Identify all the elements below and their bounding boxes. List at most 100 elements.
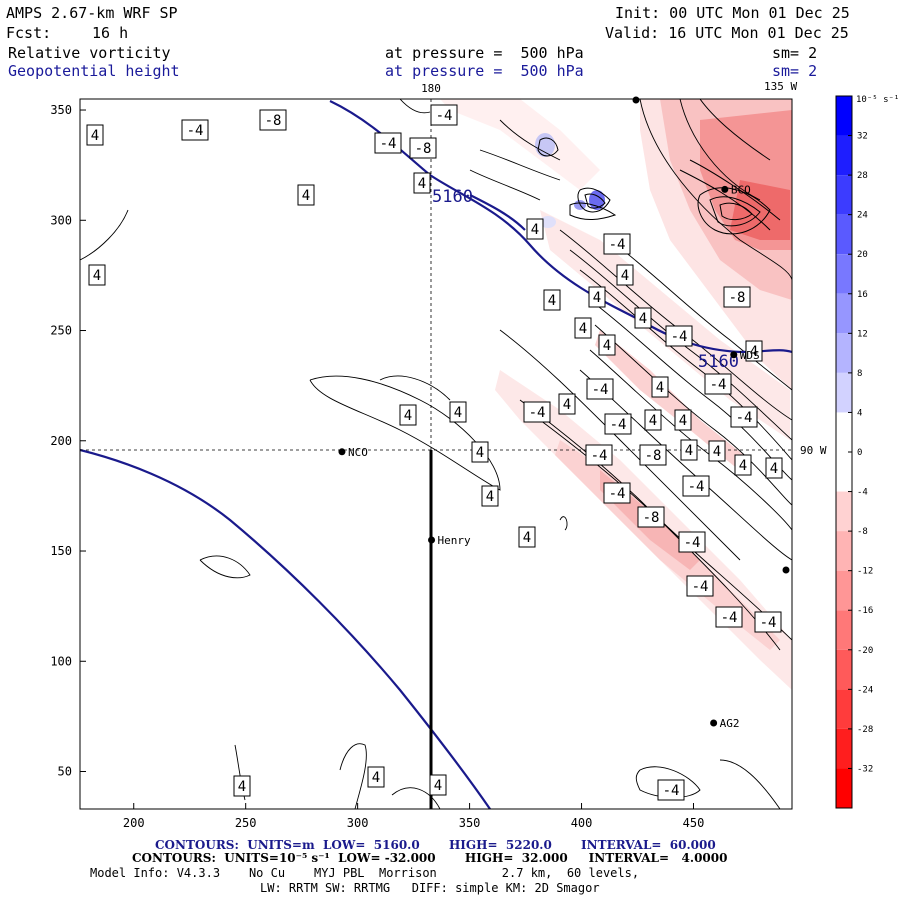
contour-label: 4: [91, 128, 99, 144]
x-tick-label: 400: [571, 816, 593, 830]
colorbar-band: [836, 570, 852, 611]
contour-label: -8: [265, 113, 282, 129]
contour-label-box: [481, 485, 499, 507]
contour-label-box: [449, 401, 467, 423]
contour-label: 4: [302, 188, 310, 204]
contour-label-box: [429, 774, 447, 796]
colorbar-band: [836, 768, 852, 808]
contour-label-box: [754, 611, 782, 633]
colorbar-label: -32: [857, 764, 873, 774]
y-axis-ticks: 50 100 150 200 250 300 350: [50, 103, 86, 779]
contour-label: 4: [563, 397, 571, 413]
colorbar-label: 28: [857, 171, 868, 181]
colorbar-band: [836, 96, 852, 136]
field-sm-height: sm= 2: [772, 62, 818, 80]
contour-label-box: [598, 334, 616, 356]
colorbar-label: 32: [857, 132, 868, 142]
lon-label-90w: 90 W: [800, 444, 827, 457]
colorbar-label: -12: [857, 567, 873, 577]
colorbar-label: 8: [857, 369, 862, 379]
colorbar-label: 20: [857, 250, 868, 260]
footer-model-info: Model Info: V4.3.3 No Cu MYJ PBL Morriso…: [90, 866, 640, 880]
colorbar-label: -20: [857, 646, 873, 656]
contour-label: 4: [649, 413, 657, 429]
station-label: NCO: [348, 446, 368, 459]
contour-label-box: [430, 104, 458, 126]
x-tick-label: 450: [683, 816, 705, 830]
colorbar-label: 12: [857, 329, 868, 339]
contour-label: -4: [591, 448, 608, 464]
contour-label-box: [765, 457, 783, 479]
contour-label-box: [518, 526, 536, 548]
field-sm-vorticity: sm= 2: [772, 44, 818, 62]
contour-label-box: [88, 264, 106, 286]
contour-label-box: [680, 439, 698, 461]
contour-label: 4: [656, 380, 664, 396]
contour-label-box: [409, 137, 437, 159]
contour-label: 4: [476, 445, 484, 461]
contour-label-box: [639, 444, 667, 466]
contour-label-box: [715, 606, 743, 628]
y-tick-label: 350: [50, 103, 72, 117]
field-name-vorticity: Relative vorticity: [8, 44, 171, 62]
colorbar: 32 28 24 20 16 12 8 4 0 -4 -8 -12 -16 -20 -24 -28 -32: [835, 95, 873, 809]
height-label: 5160: [432, 187, 473, 207]
colorbar-band: [836, 372, 852, 413]
contour-label-box: [585, 444, 613, 466]
stations: NCO Henry AG2 WDS BCO: [338, 183, 760, 730]
reference-lines: [80, 99, 792, 451]
contour-label: -4: [610, 417, 627, 433]
dense-contour-clusters: [537, 99, 781, 235]
contour-label: 4: [639, 311, 647, 327]
contour-label: 4: [93, 268, 101, 284]
colorbar-label: 24: [857, 211, 868, 221]
field-pressure-height: at pressure = 500 hPa: [385, 62, 584, 80]
contour-label: -4: [592, 382, 609, 398]
contour-label-box: [651, 376, 669, 398]
contour-label: 4: [593, 290, 601, 306]
contour-label-box: [523, 401, 551, 423]
y-tick-label: 200: [50, 434, 72, 448]
contour-label-box: [181, 119, 209, 141]
colorbar-band: [836, 214, 852, 255]
contour-label: -4: [760, 615, 777, 631]
contour-label: -4: [609, 237, 626, 253]
x-tick-label: 200: [123, 816, 145, 830]
station-marker: [782, 566, 790, 574]
station-label: WDS: [740, 349, 760, 362]
contour-label: 4: [404, 408, 412, 424]
station-marker: [721, 185, 729, 193]
contour-label: 4: [679, 413, 687, 429]
contour-label-box: [399, 404, 417, 426]
contour-label-box: [586, 378, 614, 400]
contour-label-box: [86, 124, 104, 146]
contour-label: -4: [436, 108, 453, 124]
colorbar-label: -4: [857, 488, 868, 498]
contour-label-box: [616, 264, 634, 286]
colorbar-band: [836, 293, 852, 334]
contour-label-box: [603, 233, 631, 255]
contour-label: -4: [663, 783, 680, 799]
y-tick-label: 150: [50, 544, 72, 558]
contour-label-box: [745, 340, 763, 362]
contour-label-box: [543, 289, 561, 311]
station-marker: [710, 719, 718, 727]
colorbar-band: [836, 649, 852, 690]
station-label: Henry: [438, 534, 471, 547]
contour-label-box: [708, 440, 726, 462]
contour-label-box: [723, 286, 751, 308]
station-label: AG2: [720, 717, 740, 730]
colorbar-band: [836, 175, 852, 215]
contour-label-box: [588, 286, 606, 308]
lon-label-135w: 135 W: [764, 80, 797, 93]
contour-label-box: [413, 172, 431, 194]
field-name-height: Geopotential height: [8, 62, 180, 80]
contour-label: 4: [713, 444, 721, 460]
model-title: AMPS 2.67-km WRF SP: [6, 4, 178, 22]
field-pressure-vorticity: at pressure = 500 hPa: [385, 44, 584, 62]
contour-label: -4: [380, 136, 397, 152]
x-tick-label: 300: [347, 816, 369, 830]
lon-label-180: 180: [421, 82, 441, 95]
contour-label-box: [471, 441, 489, 463]
contour-label: -4: [692, 579, 709, 595]
